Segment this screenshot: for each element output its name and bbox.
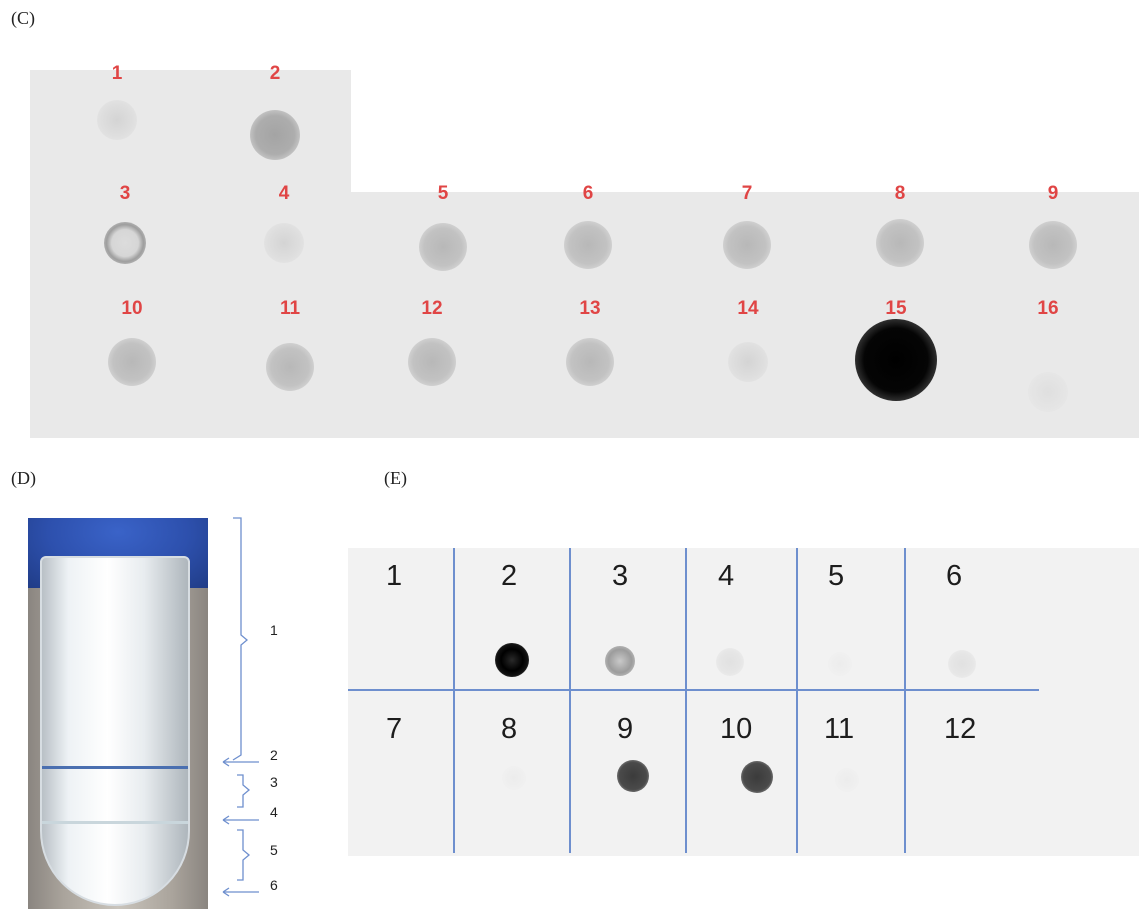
blot-e-spot-4 xyxy=(716,648,744,676)
blot-c-spot-label-4: 4 xyxy=(278,183,290,204)
blot-c-spot-label-14: 14 xyxy=(737,298,759,319)
fraction-label-4: 4 xyxy=(270,804,278,820)
blot-e-cell-label-11: 11 xyxy=(824,713,855,745)
blot-e-spot-2 xyxy=(495,643,529,677)
blot-c-spot-label-10: 10 xyxy=(121,298,143,319)
grid-line-vertical-4 xyxy=(796,548,798,853)
blot-e-cell-label-2: 2 xyxy=(501,560,518,592)
tube-band-2 xyxy=(42,766,188,769)
blot-e-cell-label-5: 5 xyxy=(828,560,845,592)
blot-c-spot-5 xyxy=(419,223,467,271)
fraction-label-1: 1 xyxy=(270,622,278,638)
blot-e-cell-label-10: 10 xyxy=(720,713,753,745)
blot-c-spot-8 xyxy=(876,219,924,267)
blot-e-cell-label-4: 4 xyxy=(718,560,735,592)
blot-c-spot-12 xyxy=(408,338,456,386)
blot-c-spot-label-7: 7 xyxy=(741,183,753,204)
blot-c-spot-label-5: 5 xyxy=(437,183,449,204)
blot-c-spot-9 xyxy=(1029,221,1077,269)
blot-c-spot-15 xyxy=(855,319,937,401)
blot-c-spot-label-8: 8 xyxy=(894,183,906,204)
blot-c-spot-label-2: 2 xyxy=(269,63,281,84)
blot-e-cell-label-8: 8 xyxy=(501,713,518,745)
tube-photo xyxy=(28,518,208,909)
centrifuge-tube xyxy=(40,556,190,906)
blot-e-spot-3 xyxy=(605,646,635,676)
blot-e-cell-label-12: 12 xyxy=(944,713,977,745)
grid-line-vertical-3 xyxy=(685,548,687,853)
blot-e xyxy=(348,548,1139,856)
blot-e-cell-label-3: 3 xyxy=(612,560,629,592)
blot-c-spot-label-11: 11 xyxy=(279,298,301,319)
blot-c-spot-label-1: 1 xyxy=(111,63,123,84)
blot-c-spot-16 xyxy=(1028,372,1068,412)
blot-e-spot-9 xyxy=(617,760,649,792)
fraction-label-6: 6 xyxy=(270,877,278,893)
blot-c-spot-label-9: 9 xyxy=(1047,183,1059,204)
grid-line-vertical-5 xyxy=(904,548,906,853)
grid-line-vertical-1 xyxy=(453,548,455,853)
blot-e-spot-5 xyxy=(828,652,852,676)
panel-c-label: (C) xyxy=(11,8,35,28)
panel-d-label: (D) xyxy=(11,468,36,488)
blot-c-spot-4 xyxy=(264,223,304,263)
grid-line-horizontal xyxy=(348,689,1039,691)
grid-line-vertical-2 xyxy=(569,548,571,853)
fraction-label-5: 5 xyxy=(270,842,278,858)
blot-e-spot-6 xyxy=(948,650,976,678)
tube-band-4 xyxy=(42,821,188,824)
blot-e-cell-label-1: 1 xyxy=(386,560,403,592)
blot-c-spot-11 xyxy=(266,343,314,391)
blot-c-spot-label-15: 15 xyxy=(885,298,907,319)
blot-c-spot-6 xyxy=(564,221,612,269)
fraction-brackets xyxy=(222,517,259,897)
panel-e-label: (E) xyxy=(384,468,407,488)
blot-c-spot-label-12: 12 xyxy=(421,298,443,319)
blot-c-spot-label-3: 3 xyxy=(119,183,131,204)
blot-e-cell-label-9: 9 xyxy=(617,713,634,745)
blot-c-spot-1 xyxy=(97,100,137,140)
blot-e-cell-label-7: 7 xyxy=(386,713,403,745)
blot-e-spot-8 xyxy=(502,766,526,790)
blot-c-spot-2 xyxy=(250,110,300,160)
blot-e-spot-10 xyxy=(741,761,773,793)
blot-c-spot-label-6: 6 xyxy=(582,183,594,204)
fraction-label-2: 2 xyxy=(270,747,278,763)
blot-c-spot-10 xyxy=(108,338,156,386)
blot-c-top-strip xyxy=(30,70,351,192)
blot-c-spot-3 xyxy=(104,222,146,264)
blot-c-spot-label-16: 16 xyxy=(1037,298,1059,319)
blot-c-spot-7 xyxy=(723,221,771,269)
blot-e-spot-11 xyxy=(835,768,859,792)
fraction-label-3: 3 xyxy=(270,774,278,790)
blot-e-cell-label-6: 6 xyxy=(946,560,963,592)
blot-c-spot-13 xyxy=(566,338,614,386)
blot-c-spot-label-13: 13 xyxy=(579,298,601,319)
blot-c-spot-14 xyxy=(728,342,768,382)
